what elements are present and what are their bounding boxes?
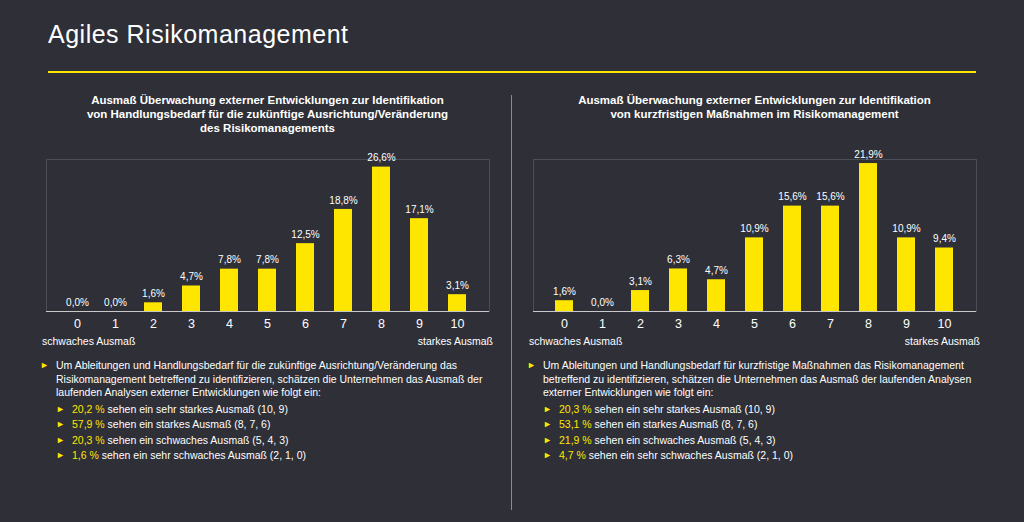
svg-text:0,0%: 0,0%	[591, 297, 614, 308]
svg-text:2: 2	[150, 317, 157, 331]
svg-text:9: 9	[903, 317, 910, 331]
svg-text:3,1%: 3,1%	[629, 276, 652, 287]
svg-text:9: 9	[416, 317, 423, 331]
svg-text:5: 5	[264, 317, 271, 331]
svg-text:1: 1	[112, 317, 119, 331]
svg-text:3: 3	[188, 317, 195, 331]
svg-text:7,8%: 7,8%	[256, 254, 279, 265]
svg-text:0,0%: 0,0%	[66, 297, 89, 308]
svg-text:8: 8	[865, 317, 872, 331]
html-text:1,6 % sehen ein sehr schwaches: 1,6 % sehen ein sehr schwaches Ausmaß (2…	[72, 449, 306, 461]
html-text:21,9 % sehen ein schwaches Aus: 21,9 % sehen ein schwaches Ausmaß (5, 4,…	[559, 433, 776, 446]
svg-text:4: 4	[226, 317, 233, 331]
svg-text:7,8%: 7,8%	[218, 254, 241, 265]
html-text:53,1 % sehen ein starkes Ausma: 53,1 % sehen ein starkes Ausmaß (8, 7, 6…	[559, 418, 758, 430]
svg-text:2: 2	[637, 317, 644, 331]
html-text:Um Ableitungen und Handlungsbe: Um Ableitungen und Handlungsbedarf für k…	[543, 359, 972, 398]
html-text:schwaches Ausmaß: schwaches Ausmaß	[42, 335, 136, 347]
svg-text:4: 4	[713, 317, 720, 331]
html-text:57,9 % sehen ein starkes Ausma: 57,9 % sehen ein starkes Ausmaß (8, 7, 6…	[72, 418, 271, 430]
svg-text:1,6%: 1,6%	[142, 288, 165, 299]
svg-text:18,8%: 18,8%	[329, 195, 357, 206]
svg-text:5: 5	[751, 317, 758, 331]
html-text:Ausmaß Überwachung externer En: Ausmaß Überwachung externer Entwicklunge…	[578, 94, 931, 120]
svg-text:10: 10	[938, 317, 952, 331]
svg-text:8: 8	[378, 317, 385, 331]
svg-text:3: 3	[675, 317, 682, 331]
html-text:Ausmaß Überwachung externer En: Ausmaß Überwachung externer Entwicklunge…	[86, 94, 449, 134]
svg-text:12,5%: 12,5%	[291, 229, 319, 240]
html-text:4,7 % sehen ein sehr schwaches: 4,7 % sehen ein sehr schwaches Ausmaß (2…	[559, 449, 793, 461]
html-text:20,3 % sehen ein sehr starkes: 20,3 % sehen ein sehr starkes Ausmaß (10…	[559, 402, 775, 415]
svg-text:10,9%: 10,9%	[740, 223, 768, 234]
svg-text:3,1%: 3,1%	[446, 280, 469, 291]
svg-text:21,9%: 21,9%	[854, 149, 882, 160]
svg-text:15,6%: 15,6%	[816, 191, 844, 202]
html-text:20,3 % sehen ein schwaches Aus: 20,3 % sehen ein schwaches Ausmaß (5, 4,…	[72, 433, 289, 446]
svg-text:6: 6	[789, 317, 796, 331]
svg-text:10,9%: 10,9%	[892, 223, 920, 234]
svg-text:7: 7	[340, 317, 347, 331]
svg-text:4,7%: 4,7%	[180, 271, 203, 282]
svg-text:6: 6	[302, 317, 309, 331]
svg-text:17,1%: 17,1%	[405, 204, 433, 215]
html-text:Um Ableitungen und Handlungsbe: Um Ableitungen und Handlungsbedarf für d…	[56, 359, 483, 398]
html-text:Agiles Risikomanagement: Agiles Risikomanagement	[48, 20, 349, 48]
html-text:starkes Ausmaß: starkes Ausmaß	[904, 335, 980, 347]
svg-text:4,7%: 4,7%	[705, 265, 728, 276]
svg-text:9,4%: 9,4%	[933, 233, 956, 244]
svg-text:1: 1	[599, 317, 606, 331]
svg-text:26,6%: 26,6%	[367, 152, 395, 163]
svg-text:0: 0	[74, 317, 81, 331]
html-text:schwaches Ausmaß: schwaches Ausmaß	[529, 335, 623, 347]
svg-text:6,3%: 6,3%	[667, 254, 690, 265]
svg-text:7: 7	[827, 317, 834, 331]
svg-text:0: 0	[561, 317, 568, 331]
svg-text:10: 10	[451, 317, 465, 331]
html-text:20,2 % sehen ein sehr starkes: 20,2 % sehen ein sehr starkes Ausmaß (10…	[72, 402, 288, 415]
svg-text:15,6%: 15,6%	[778, 191, 806, 202]
html-text:starkes Ausmaß: starkes Ausmaß	[417, 335, 493, 347]
svg-text:0,0%: 0,0%	[104, 297, 127, 308]
svg-text:1,6%: 1,6%	[553, 286, 576, 297]
